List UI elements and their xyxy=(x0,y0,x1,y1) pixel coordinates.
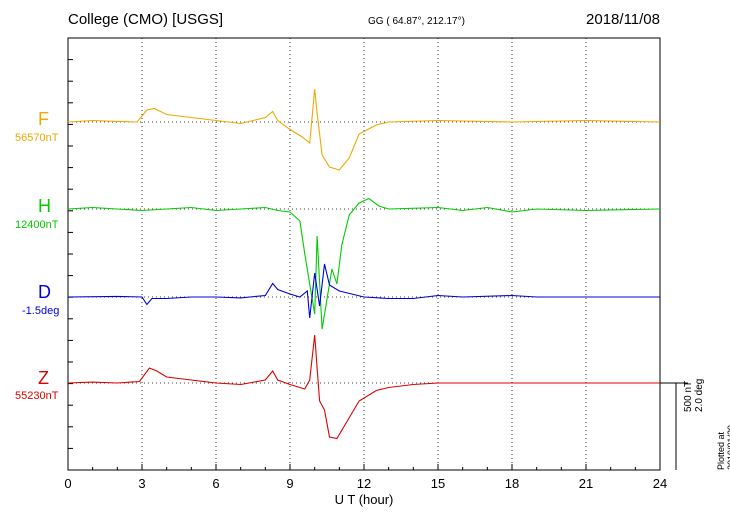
series-d-line xyxy=(67,263,660,319)
x-tick-label: 18 xyxy=(505,476,519,491)
x-tick-label: 24 xyxy=(653,476,667,491)
station-title: College (CMO) [USGS] xyxy=(68,11,224,28)
series-z-line xyxy=(67,334,660,440)
x-tick-label: 21 xyxy=(579,476,593,491)
series-f-line xyxy=(67,88,661,171)
component-f-letter: F xyxy=(38,109,49,129)
x-tick-label: 9 xyxy=(286,476,293,491)
component-z-baseline: 55230nT xyxy=(15,390,59,402)
x-axis-label: U T (hour) xyxy=(335,492,394,507)
series-h-line xyxy=(67,197,661,330)
component-f-baseline: 56570nT xyxy=(15,132,59,144)
x-tick-label: 12 xyxy=(357,476,371,491)
x-tick-label: 0 xyxy=(64,476,71,491)
component-d-letter: D xyxy=(38,282,51,302)
x-tick-label: 15 xyxy=(431,476,445,491)
geographic-coordinates: GG ( 64.87°, 212.17°) xyxy=(368,16,465,27)
component-h-letter: H xyxy=(38,196,51,216)
plot-date: 2018/11/08 xyxy=(586,11,660,28)
component-z-letter: Z xyxy=(38,368,49,388)
component-d-baseline: -1.5deg xyxy=(22,305,60,317)
component-h-baseline: 12400nT xyxy=(15,219,59,231)
x-tick-label: 6 xyxy=(212,476,219,491)
x-tick-label: 3 xyxy=(138,476,145,491)
